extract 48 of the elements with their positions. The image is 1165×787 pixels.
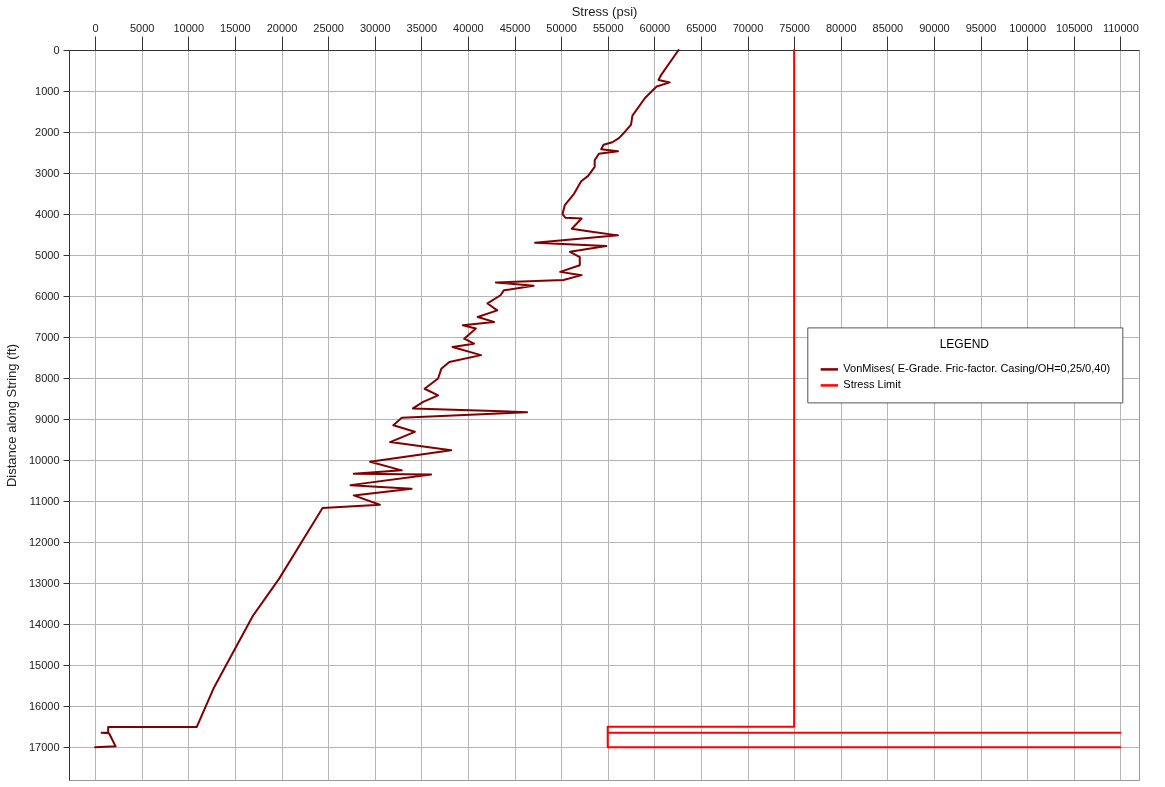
y-tick-label: 16000 — [28, 699, 60, 712]
x-tick-label: 70000 — [732, 21, 764, 34]
x-tick-label: 95000 — [965, 21, 997, 34]
y-tick-label: 17000 — [28, 740, 60, 753]
y-tick-label: 6000 — [35, 289, 60, 302]
x-tick-label: 40000 — [453, 21, 484, 34]
y-tick-label: 9000 — [35, 412, 60, 425]
x-tick-label: 55000 — [592, 21, 624, 34]
x-tick-label: 50000 — [546, 21, 577, 34]
x-tick-label: 15000 — [220, 21, 251, 34]
legend-title: LEGEND — [939, 337, 990, 352]
x-tick-label: 90000 — [919, 21, 950, 34]
x-tick-label: 110000 — [1102, 21, 1139, 34]
y-tick-label: 11000 — [29, 494, 60, 507]
x-tick-label: 105000 — [1055, 21, 1093, 34]
x-axis-title: Stress (psi) — [571, 3, 638, 19]
y-tick-label: 1000 — [35, 84, 60, 97]
y-tick-label: 3000 — [35, 166, 60, 179]
x-tick-label: 30000 — [359, 21, 391, 34]
y-tick-label: 5000 — [35, 248, 60, 261]
x-tick-label: 85000 — [872, 21, 904, 34]
x-tick-label: 10000 — [173, 21, 205, 34]
x-tick-label: 60000 — [639, 21, 671, 34]
y-tick-label: 7000 — [35, 330, 60, 343]
y-tick-label: 10000 — [28, 453, 60, 466]
line-series — [94, 49, 680, 749]
y-tick-label: 13000 — [28, 576, 60, 589]
x-tick-label: 5000 — [129, 21, 155, 34]
y-tick-label: 0 — [53, 43, 60, 56]
y-axis-title: Distance along String (ft) — [3, 343, 19, 488]
y-tick-label: 2000 — [35, 125, 60, 138]
x-tick-label: 20000 — [266, 21, 298, 34]
x-tick-label: 80000 — [825, 21, 857, 34]
y-tick-label: 4000 — [35, 207, 60, 220]
legend-label: Stress Limit — [843, 378, 901, 391]
x-tick-label: 45000 — [499, 21, 531, 34]
x-tick-label: 75000 — [779, 21, 810, 34]
y-tick-label: 8000 — [35, 371, 60, 384]
line-series — [606, 49, 1122, 749]
y-tick-label: 14000 — [28, 617, 60, 630]
y-tick-label: 12000 — [28, 535, 60, 548]
legend-label: VonMises( E-Grade. Fric-factor. Casing/OH=0,25/0,40) — [843, 362, 1111, 375]
x-tick-label: 65000 — [686, 21, 717, 34]
x-tick-label: 25000 — [313, 21, 344, 34]
x-tick-label: 100000 — [1009, 21, 1047, 34]
x-tick-label: 35000 — [406, 21, 438, 34]
x-tick-label: 0 — [92, 21, 99, 34]
y-tick-label: 15000 — [28, 658, 60, 671]
